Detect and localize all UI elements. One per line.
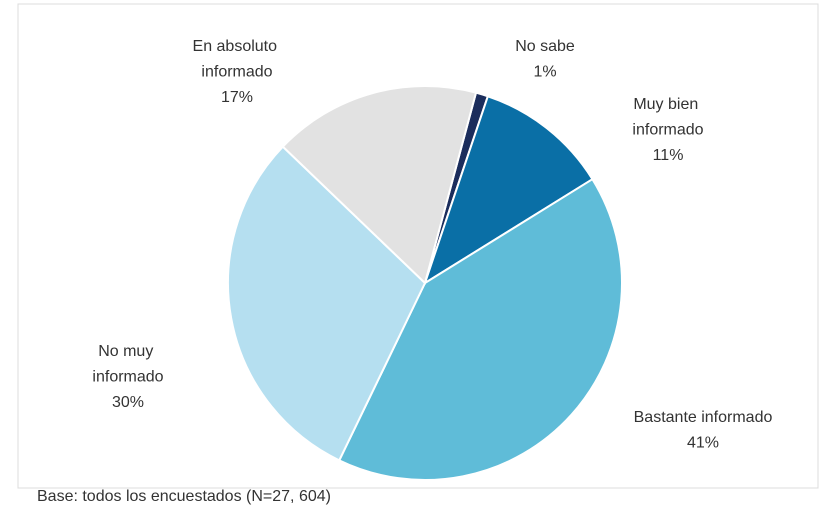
label-line: No muy — [98, 343, 158, 360]
value-label: 30% — [112, 394, 144, 411]
footnote: Base: todos los encuestados (N=27, 604) — [37, 488, 331, 505]
label-line: Muy bien — [633, 96, 702, 113]
pie-slice — [281, 85, 478, 285]
slice-label: No sabe — [515, 38, 575, 55]
value-label: 1% — [533, 64, 556, 81]
pie-slice — [423, 95, 594, 286]
pie-slice — [227, 145, 427, 462]
label-line: Bastante informado — [634, 409, 773, 426]
slice-label: Muy bien informado — [632, 96, 703, 139]
label-line: En absoluto — [193, 38, 282, 55]
value-label: 11% — [653, 147, 684, 164]
label-line: informado — [201, 64, 272, 81]
value-label: 41% — [687, 435, 719, 452]
label-line: informado — [632, 122, 703, 139]
value-label: 17% — [221, 89, 253, 106]
pie-slice — [337, 177, 623, 481]
label-line: No sabe — [515, 38, 575, 55]
slice-label: En absoluto informado — [193, 38, 282, 81]
slice-label: No muy informado — [92, 343, 163, 386]
chart-frame — [17, 3, 819, 489]
slice-label: Bastante informado — [634, 409, 773, 426]
label-line: informado — [92, 369, 163, 386]
